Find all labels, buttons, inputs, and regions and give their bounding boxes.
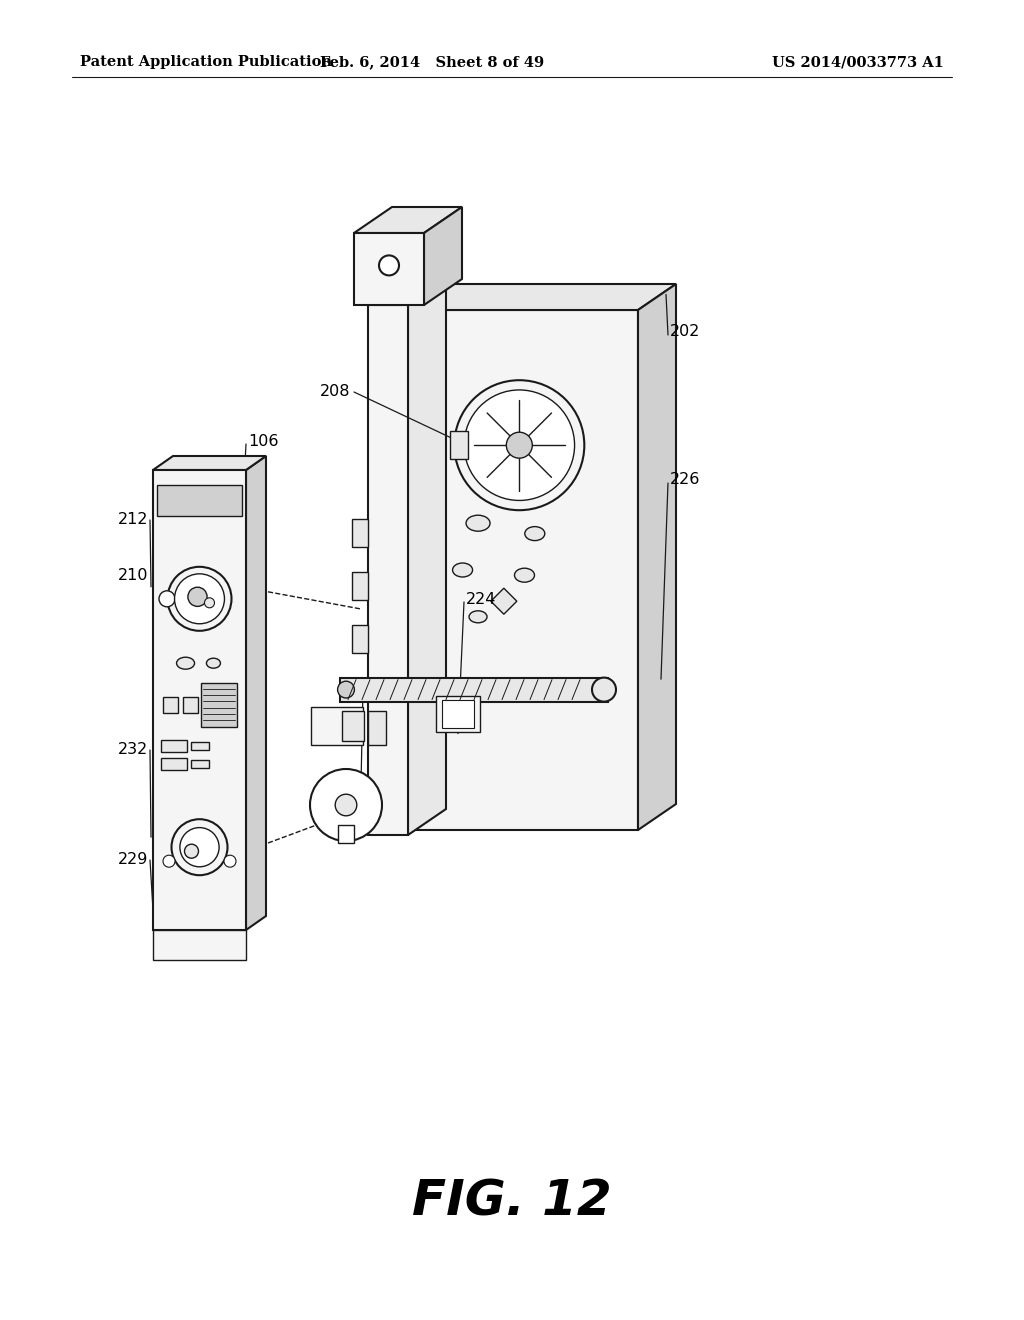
- Text: 212: 212: [118, 512, 148, 528]
- Bar: [338, 825, 354, 843]
- Polygon shape: [354, 207, 462, 234]
- Circle shape: [174, 574, 224, 624]
- Polygon shape: [490, 589, 517, 614]
- Text: 208: 208: [319, 384, 350, 400]
- Bar: [380, 310, 638, 830]
- Ellipse shape: [207, 659, 220, 668]
- Bar: [342, 711, 364, 741]
- Bar: [450, 432, 468, 459]
- Text: 210: 210: [118, 568, 148, 582]
- Polygon shape: [368, 279, 446, 305]
- Polygon shape: [246, 455, 266, 931]
- Bar: [354, 234, 424, 305]
- Ellipse shape: [524, 527, 545, 541]
- Bar: [153, 931, 246, 960]
- Circle shape: [163, 855, 175, 867]
- Bar: [442, 700, 474, 727]
- Bar: [161, 741, 187, 752]
- Bar: [368, 305, 408, 836]
- Circle shape: [187, 587, 207, 606]
- Bar: [163, 697, 178, 713]
- Ellipse shape: [466, 515, 490, 531]
- Ellipse shape: [514, 568, 535, 582]
- Bar: [157, 486, 242, 516]
- Circle shape: [455, 380, 585, 511]
- Bar: [202, 682, 237, 726]
- Polygon shape: [424, 207, 462, 305]
- Circle shape: [159, 591, 175, 607]
- Text: 226: 226: [670, 473, 700, 487]
- Circle shape: [205, 598, 214, 607]
- Circle shape: [335, 795, 356, 816]
- Text: 224: 224: [466, 593, 497, 607]
- Text: 232: 232: [118, 742, 148, 758]
- Circle shape: [592, 677, 616, 702]
- Polygon shape: [153, 455, 266, 470]
- Polygon shape: [352, 624, 368, 653]
- Text: Feb. 6, 2014   Sheet 8 of 49: Feb. 6, 2014 Sheet 8 of 49: [319, 55, 544, 69]
- Polygon shape: [638, 284, 676, 830]
- Bar: [368, 711, 386, 744]
- Circle shape: [338, 681, 354, 698]
- Circle shape: [506, 432, 532, 458]
- Bar: [436, 696, 480, 731]
- Bar: [191, 760, 209, 768]
- Text: US 2014/0033773 A1: US 2014/0033773 A1: [772, 55, 944, 69]
- Circle shape: [224, 855, 236, 867]
- Polygon shape: [380, 284, 676, 310]
- Ellipse shape: [453, 564, 472, 577]
- Text: 229: 229: [118, 853, 148, 867]
- Text: FIG. 12: FIG. 12: [413, 1177, 611, 1226]
- Circle shape: [180, 828, 219, 867]
- Polygon shape: [352, 572, 368, 599]
- Bar: [183, 697, 198, 713]
- Text: 104: 104: [388, 207, 419, 223]
- Circle shape: [168, 566, 231, 631]
- Ellipse shape: [176, 657, 195, 669]
- Polygon shape: [408, 279, 446, 836]
- Text: Patent Application Publication: Patent Application Publication: [80, 55, 332, 69]
- Circle shape: [171, 820, 227, 875]
- Text: 106: 106: [248, 434, 279, 450]
- Polygon shape: [352, 519, 368, 546]
- Bar: [191, 742, 209, 750]
- Text: 202: 202: [670, 325, 700, 339]
- Text: 230: 230: [365, 677, 395, 693]
- Circle shape: [464, 389, 574, 500]
- Bar: [161, 759, 187, 771]
- Circle shape: [379, 255, 399, 276]
- Bar: [311, 708, 362, 744]
- Bar: [153, 470, 246, 931]
- Circle shape: [310, 770, 382, 841]
- Ellipse shape: [469, 611, 487, 623]
- Circle shape: [184, 845, 199, 858]
- Bar: [340, 677, 608, 702]
